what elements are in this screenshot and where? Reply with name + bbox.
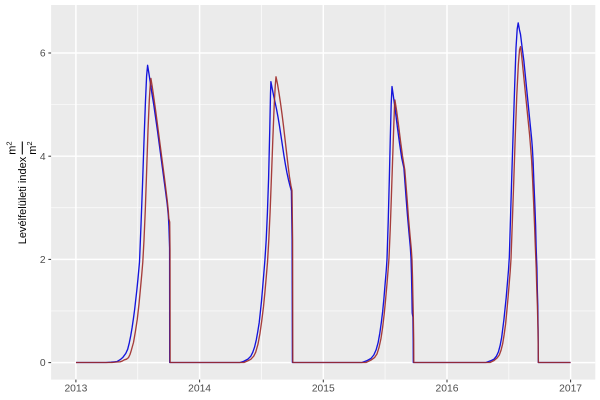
svg-text:2015: 2015 (312, 384, 335, 395)
svg-text:2: 2 (40, 255, 46, 266)
svg-text:6: 6 (40, 49, 46, 60)
svg-text:2017: 2017 (559, 384, 582, 395)
svg-text:2013: 2013 (64, 384, 87, 395)
svg-text:2014: 2014 (188, 384, 211, 395)
svg-text:Levélfelületi index: Levélfelületi index (17, 156, 29, 244)
svg-text:4: 4 (40, 152, 46, 163)
svg-text:2016: 2016 (436, 384, 459, 395)
svg-text:0: 0 (40, 358, 46, 369)
